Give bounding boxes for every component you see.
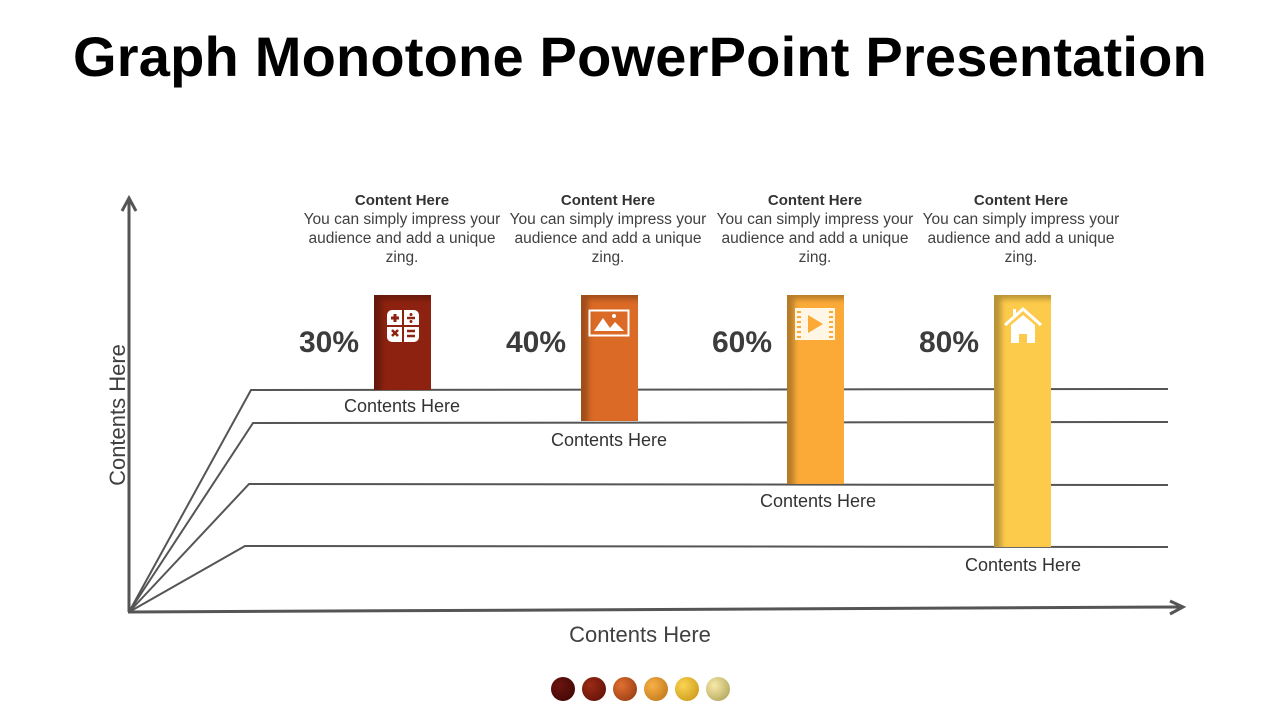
- item-heading: Content Here: [973, 192, 1069, 209]
- bar-label-3: Contents Here: [759, 491, 877, 511]
- y-axis-arrow-icon: [120, 194, 138, 212]
- item-text: You can simply impress your audience and…: [509, 211, 707, 266]
- color-palette: [551, 677, 730, 701]
- palette-dot-3: [613, 677, 637, 701]
- image-icon: [588, 309, 630, 337]
- palette-dot-2: [582, 677, 606, 701]
- palette-dot-6: [706, 677, 730, 701]
- item-text: You can simply impress your audience and…: [716, 211, 914, 266]
- percent-label-3: 60%: [712, 326, 773, 359]
- percent-label-4: 80%: [919, 326, 980, 359]
- bar-label-2: Contents Here: [550, 430, 668, 450]
- palette-dot-1: [551, 677, 575, 701]
- calculator-icon: [387, 310, 419, 342]
- bar-4: [994, 295, 1051, 547]
- bar-3: [787, 295, 844, 484]
- item-description-3: Content Here You can simply impress your…: [715, 191, 915, 267]
- palette-dot-5: [675, 677, 699, 701]
- bar-label-4: Contents Here: [964, 555, 1082, 575]
- item-heading: Content Here: [560, 192, 656, 209]
- bar-label-1: Contents Here: [343, 396, 461, 416]
- item-text: You can simply impress your audience and…: [303, 211, 501, 266]
- page-title: Graph Monotone PowerPoint Presentation: [73, 25, 1207, 88]
- item-heading: Content Here: [767, 192, 863, 209]
- item-description-2: Content Here You can simply impress your…: [508, 191, 708, 267]
- item-heading: Content Here: [354, 192, 450, 209]
- percent-label-1: 30%: [299, 326, 360, 359]
- x-axis-arrow-icon: [1169, 599, 1187, 616]
- bar-2: [581, 295, 638, 421]
- item-description-4: Content Here You can simply impress your…: [921, 191, 1121, 267]
- video-icon: [795, 308, 835, 340]
- y-axis-label: Contents Here: [105, 344, 130, 486]
- x-axis-label: Contents Here: [569, 622, 711, 647]
- home-icon: [1004, 306, 1042, 343]
- bar-1: [374, 295, 431, 390]
- item-description-1: Content Here You can simply impress your…: [302, 191, 502, 267]
- percent-label-2: 40%: [506, 326, 567, 359]
- palette-dot-4: [644, 677, 668, 701]
- item-text: You can simply impress your audience and…: [922, 211, 1120, 266]
